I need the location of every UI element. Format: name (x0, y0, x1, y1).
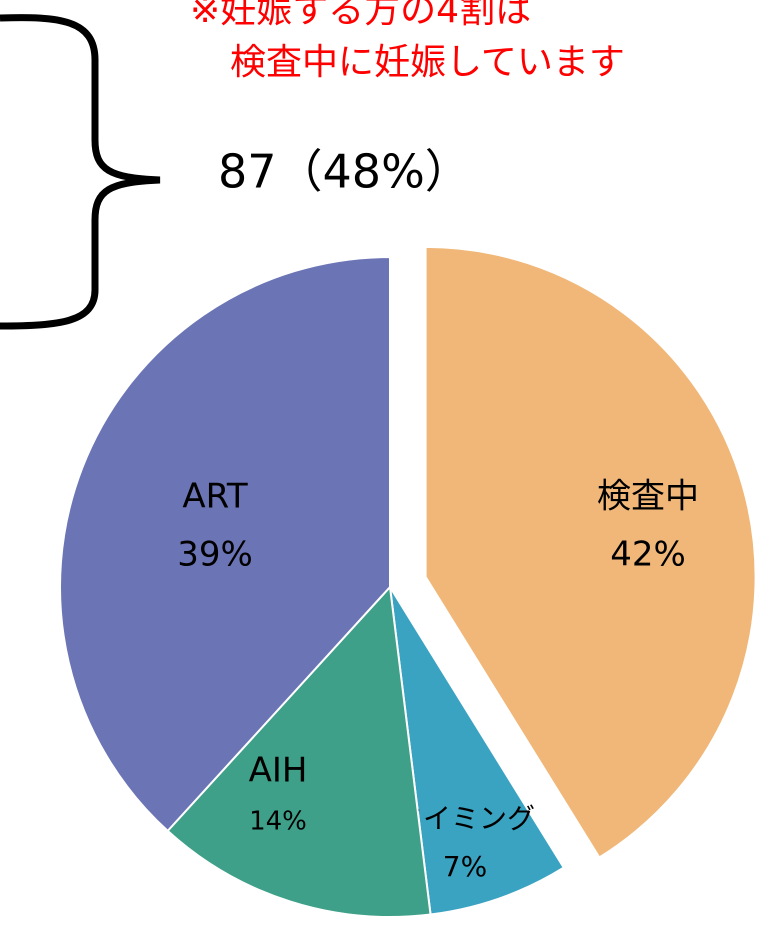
pie-slice (59, 255, 391, 833)
pie-slice (389, 586, 566, 916)
annotation: 87（48%） (218, 145, 471, 199)
annotation: ※妊娠する方の4割は (190, 0, 531, 31)
slice-value-label: 14% (249, 807, 307, 837)
slice-value-label: 39% (177, 535, 253, 575)
annotation: 検査中に妊娠しています (230, 42, 625, 83)
slice-label: AIH (249, 751, 308, 791)
slice-value-label: 42% (610, 535, 686, 575)
pie-slice (166, 584, 432, 918)
slice-label: ART (182, 477, 247, 517)
brace (0, 14, 161, 330)
slice-value-label: 7% (443, 850, 487, 883)
slice-label: 検査中 (597, 477, 699, 517)
pie-slice (424, 245, 757, 859)
